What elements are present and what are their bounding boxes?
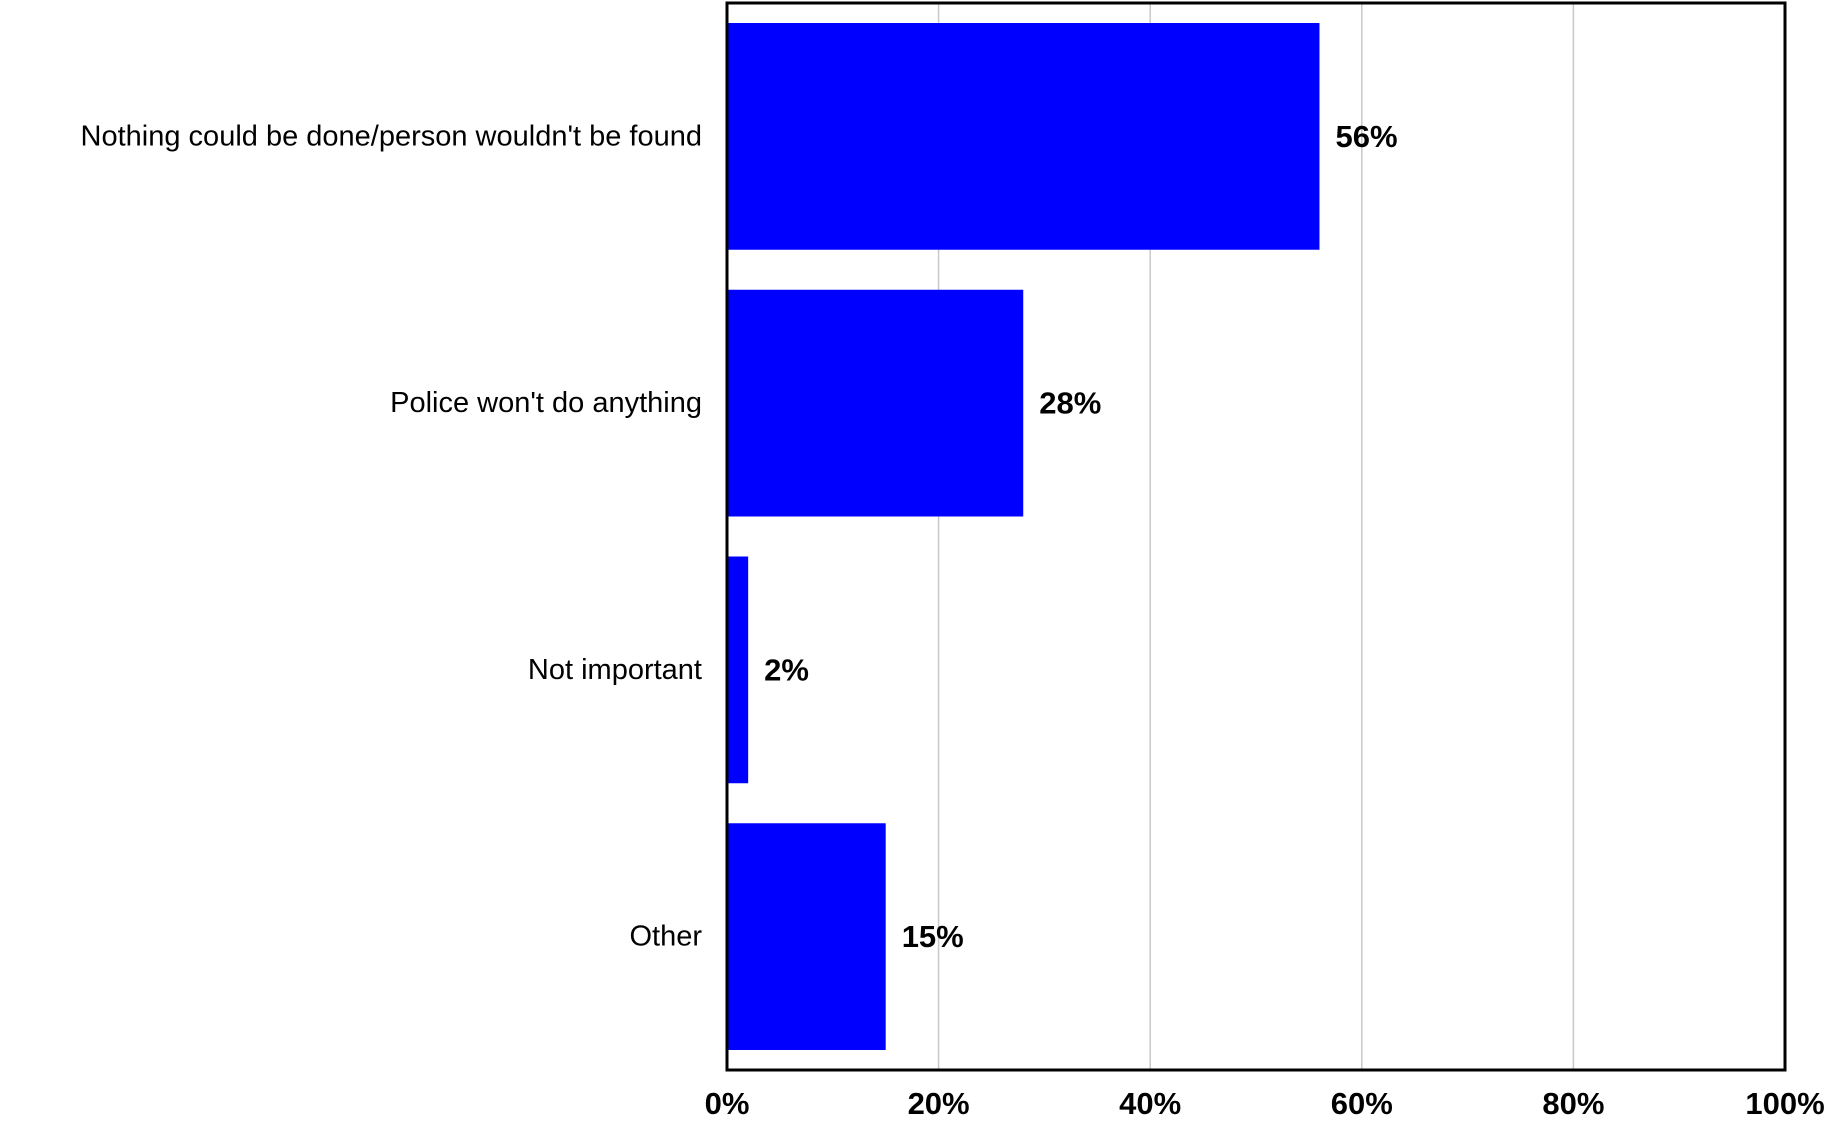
category-label-0: Nothing could be done/person wouldn't be… [81, 120, 702, 152]
value-label-3: 15% [902, 919, 964, 954]
value-label-0: 56% [1335, 119, 1397, 154]
x-tick-label-2: 40% [1119, 1086, 1181, 1121]
x-tick-label-5: 100% [1745, 1086, 1824, 1121]
value-label-2: 2% [764, 652, 809, 687]
x-tick-label-3: 60% [1331, 1086, 1393, 1121]
bars [727, 23, 1320, 1050]
category-label-2: Not important [528, 654, 702, 686]
x-tick-label-4: 80% [1542, 1086, 1604, 1121]
category-labels: Nothing could be done/person wouldn't be… [81, 120, 703, 952]
x-axis-tick-labels: 0% 20% 40% 60% 80% 100% [705, 1086, 1825, 1121]
category-label-1: Police won't do anything [390, 387, 702, 419]
x-tick-label-1: 20% [908, 1086, 970, 1121]
plot-frame [725, 1, 1787, 1072]
bar-3 [727, 823, 886, 1050]
value-labels: 56% 28% 2% 15% [764, 119, 1397, 954]
bar-1 [727, 289, 1024, 517]
plot-area-border [725, 1, 1787, 1072]
value-label-1: 28% [1039, 386, 1101, 421]
bar-2 [727, 556, 749, 784]
category-label-3: Other [629, 921, 702, 953]
x-tick-label-0: 0% [705, 1086, 750, 1121]
bar-0 [727, 23, 1320, 250]
